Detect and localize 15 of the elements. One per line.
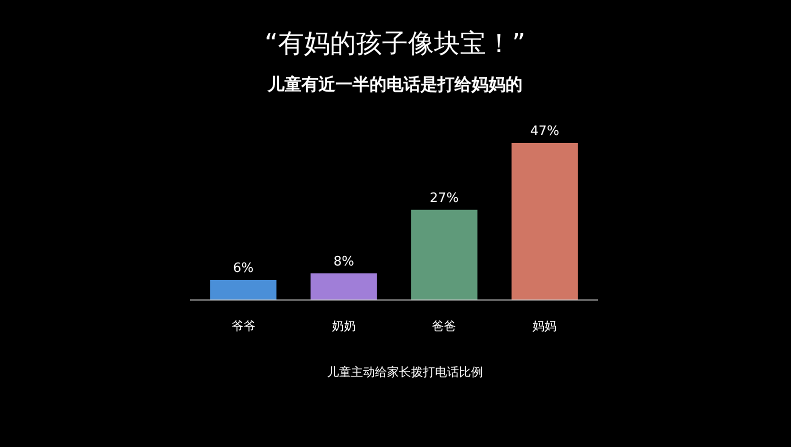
x-axis-title: 儿童主动给家长拨打电话比例: [327, 365, 483, 379]
x-tick-label: 奶奶: [332, 319, 356, 333]
data-label: 47%: [530, 124, 560, 139]
x-tick-label: 妈妈: [532, 319, 557, 333]
data-label: 27%: [430, 190, 459, 206]
bar: [310, 273, 377, 300]
bar: [411, 210, 478, 300]
x-tick-label: 爸爸: [432, 319, 456, 333]
x-tick-label: 爷爷: [231, 319, 256, 333]
bar: [512, 143, 578, 300]
data-label: 6%: [232, 260, 254, 276]
chart-title: “有妈的孩子像块宝！”: [264, 29, 526, 59]
chart-subtitle: 儿童有近一半的电话是打给妈妈的: [266, 75, 522, 95]
data-label: 8%: [333, 254, 354, 270]
bar: [210, 280, 276, 300]
